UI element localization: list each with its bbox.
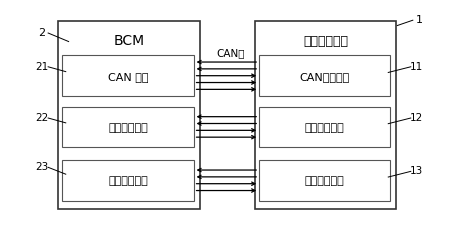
Text: 信号输出引脚: 信号输出引脚 [108, 122, 148, 132]
Text: CAN信: CAN信 [216, 48, 245, 58]
Text: 12: 12 [410, 112, 423, 122]
Text: 23: 23 [35, 161, 49, 171]
Text: 2: 2 [39, 28, 46, 38]
Bar [259, 107, 390, 148]
Text: 21: 21 [35, 61, 49, 71]
Text: 1: 1 [415, 15, 422, 25]
Bar [63, 160, 194, 201]
Text: 22: 22 [35, 112, 49, 122]
Text: 11: 11 [410, 61, 423, 71]
Bar [259, 56, 390, 97]
Text: 信号输出模块: 信号输出模块 [305, 176, 345, 185]
Text: 信号输入模块: 信号输入模块 [305, 122, 345, 132]
Bar [259, 160, 390, 201]
Bar [63, 56, 194, 97]
Bar [58, 22, 200, 209]
Text: CAN 接口: CAN 接口 [108, 71, 148, 81]
Text: 13: 13 [410, 165, 423, 175]
Bar [255, 22, 397, 209]
Text: CAN通讯模块: CAN通讯模块 [300, 71, 350, 81]
Text: 信号输入引脚: 信号输入引脚 [108, 176, 148, 185]
Text: BCM: BCM [114, 34, 145, 48]
Bar [63, 107, 194, 148]
Text: 自动测试装置: 自动测试装置 [303, 35, 348, 48]
